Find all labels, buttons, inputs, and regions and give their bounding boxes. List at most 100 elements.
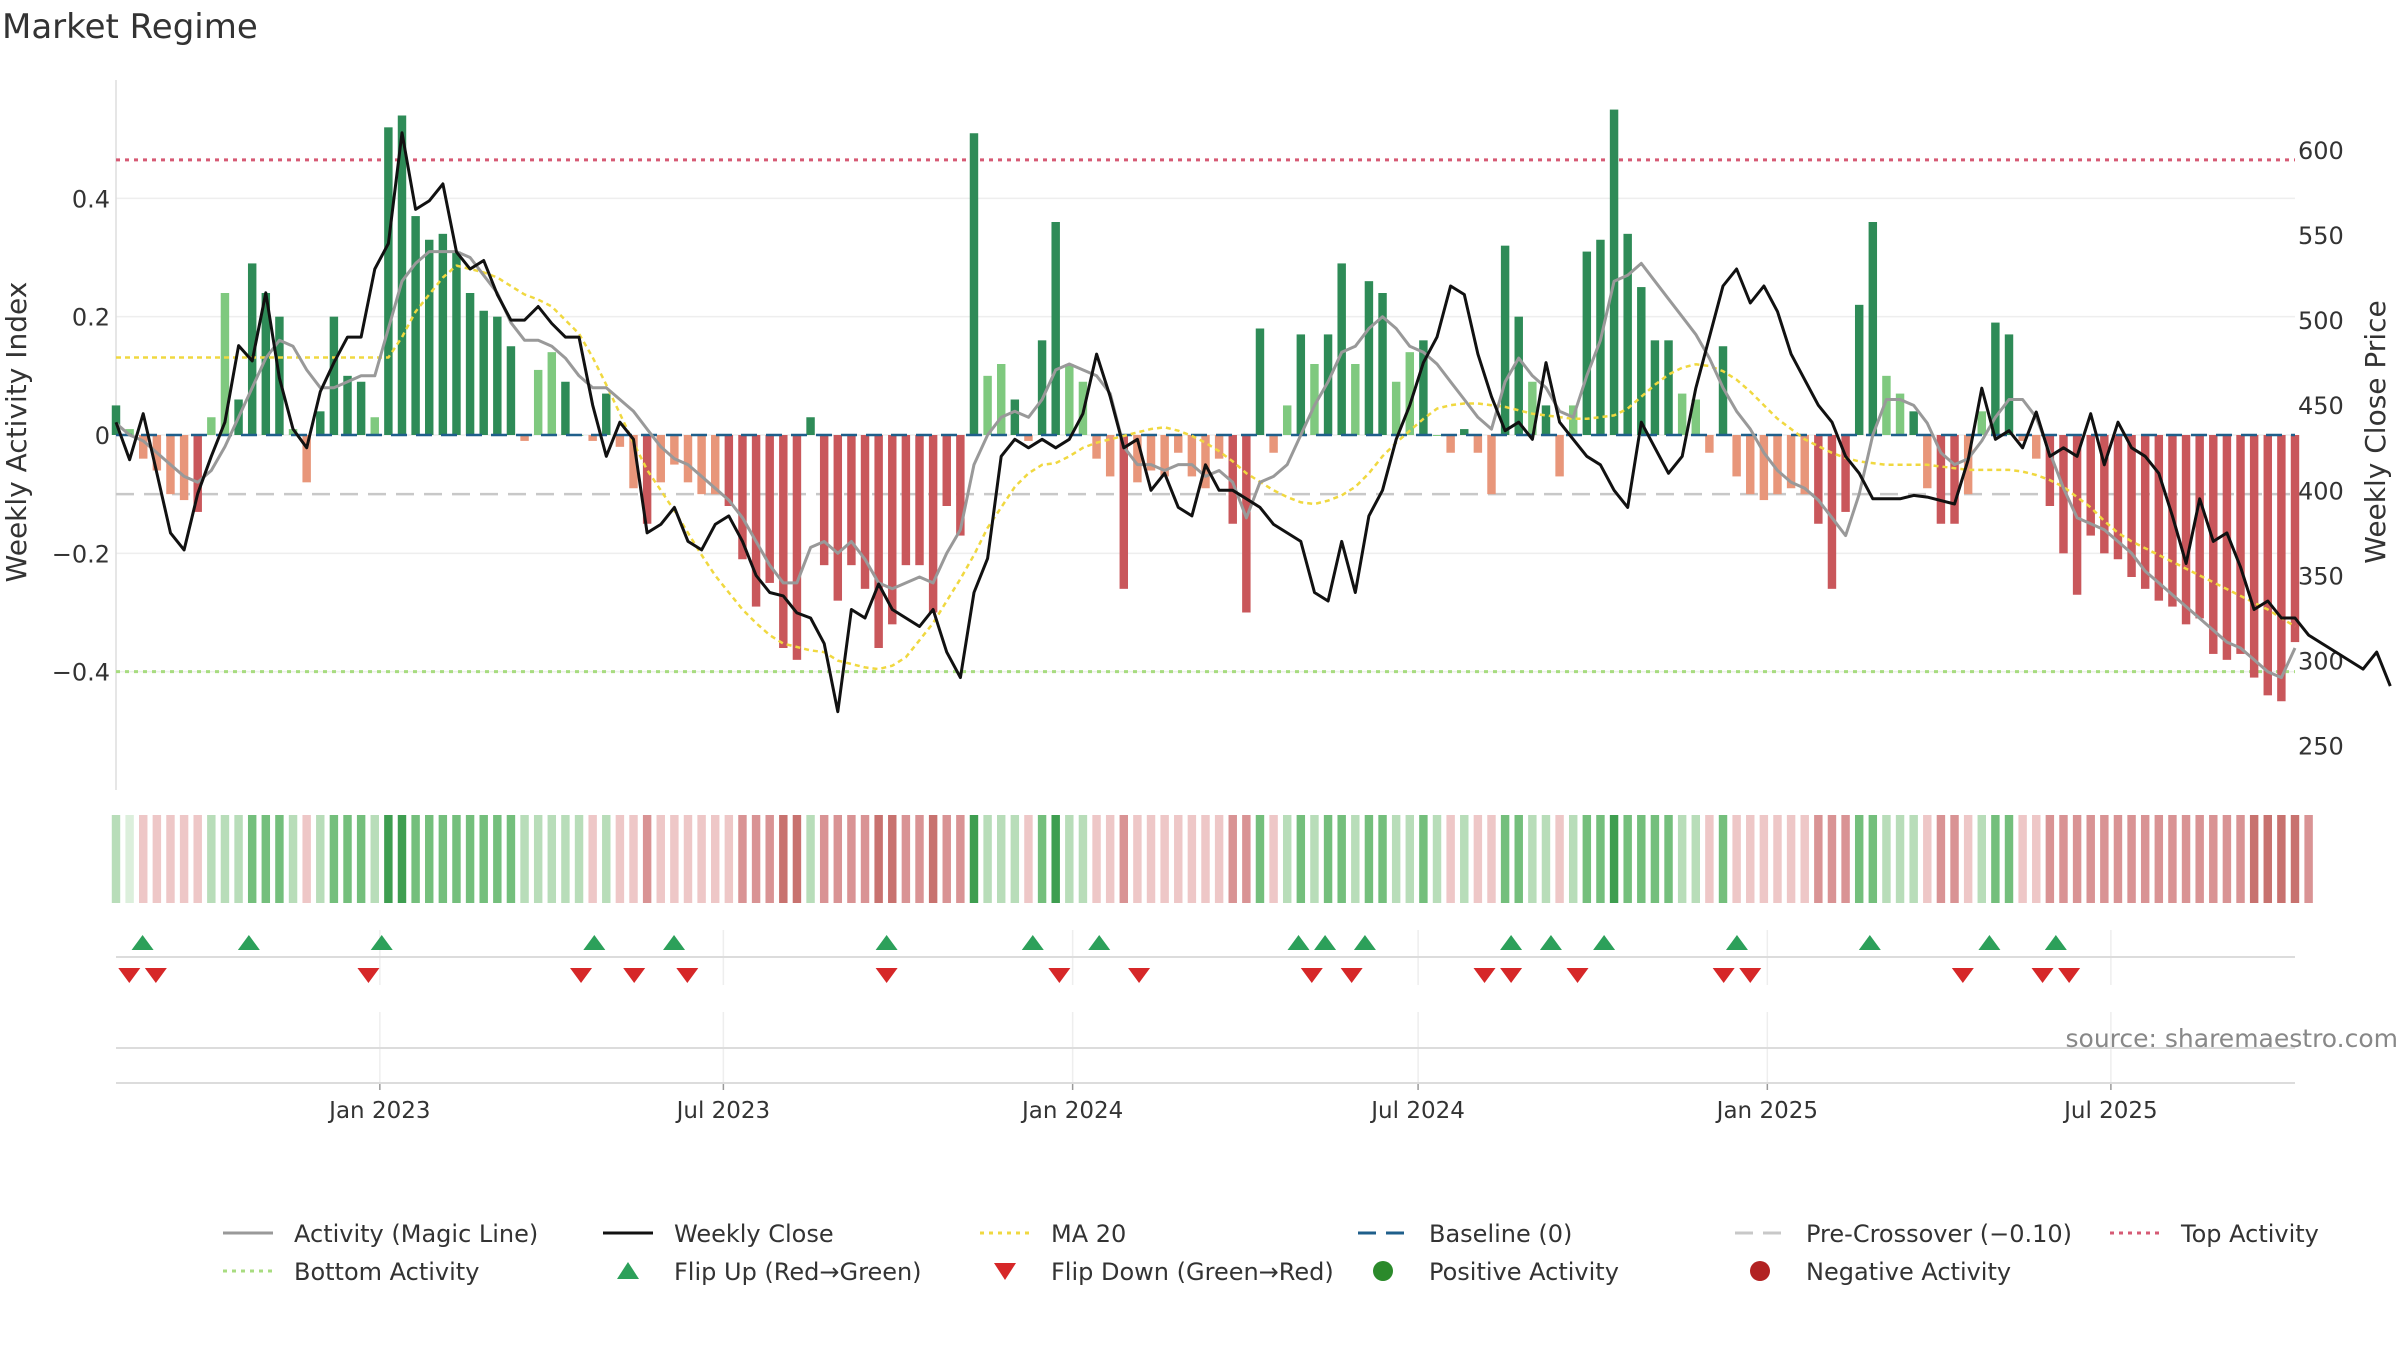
tape-cell — [111, 815, 121, 903]
tape-cell — [1868, 815, 1878, 903]
activity-bar — [561, 381, 570, 435]
tape-cell — [1677, 815, 1687, 903]
activity-bar — [779, 435, 788, 648]
tape-cell — [574, 815, 584, 903]
flip-down-marker — [1739, 968, 1762, 983]
tape-cell — [2086, 815, 2095, 903]
activity-bar — [2236, 435, 2245, 654]
y-left-tick-label: 0.4 — [72, 185, 110, 213]
legend-label: Bottom Activity — [294, 1258, 479, 1286]
tape-cell — [983, 815, 992, 903]
flip-up-marker — [663, 935, 686, 950]
tape-cell — [1010, 815, 1020, 903]
tape-cell — [588, 815, 597, 903]
tape-cell — [125, 815, 134, 903]
tape-cell — [1991, 815, 2000, 903]
tape-cell — [234, 815, 243, 903]
activity-bar — [547, 352, 557, 435]
chart-title: Market Regime — [2, 7, 258, 47]
tape-cell — [2195, 815, 2204, 903]
activity-bar — [1841, 435, 1850, 512]
activity-bar — [1950, 435, 1959, 524]
activity-bar — [711, 435, 720, 495]
tape-cell — [629, 815, 638, 903]
activity-bar — [806, 417, 815, 435]
activity-bar — [1909, 411, 1918, 435]
legend-label: Top Activity — [2180, 1220, 2319, 1248]
activity-bar — [397, 115, 407, 435]
flip-down-marker — [1300, 968, 1323, 983]
y-left-tick-label: 0.2 — [72, 304, 110, 332]
y-left-axis-label: Weekly Activity Index — [0, 282, 33, 583]
tape-cell — [1024, 815, 1033, 903]
tape-cell — [2168, 815, 2177, 903]
activity-bar — [1637, 287, 1646, 435]
activity-bar — [2195, 435, 2204, 619]
activity-bar — [697, 435, 706, 495]
tape-cell — [561, 815, 570, 903]
tape-cell — [2263, 815, 2272, 903]
magic-line — [115, 250, 2297, 680]
y-right-tick-label: 550 — [2298, 222, 2344, 250]
activity-bar — [1391, 381, 1401, 435]
tape-cell — [602, 815, 611, 903]
tape-cell — [533, 815, 543, 903]
flip-up-marker — [237, 935, 260, 950]
tape-cell — [1623, 815, 1632, 903]
flip-up-marker — [1287, 935, 1310, 950]
activity-bar — [588, 435, 597, 441]
tape-cell — [329, 815, 339, 903]
activity-bar — [1010, 399, 1020, 435]
y-right-axis-label: Weekly Close Price — [2359, 300, 2392, 563]
activity-bar — [1378, 293, 1387, 435]
activity-bar — [384, 127, 393, 435]
tape-cell — [1854, 815, 1864, 903]
activity-bar — [1065, 364, 1074, 435]
tape-cell — [1514, 815, 1523, 903]
tape-cell — [2277, 815, 2286, 903]
tape-cell — [969, 815, 979, 903]
flip-up-marker — [131, 935, 154, 950]
activity-bar — [2209, 435, 2218, 654]
activity-bar — [1555, 435, 1564, 477]
activity-bar — [2100, 435, 2109, 554]
activity-bar — [1133, 435, 1142, 483]
flip-down-marker — [357, 968, 380, 983]
tape-cell — [2072, 815, 2082, 903]
activity-bar — [683, 435, 693, 483]
tape-cell — [724, 815, 734, 903]
tape-cell — [343, 815, 352, 903]
activity-bar — [1119, 435, 1129, 589]
tape-cell — [1827, 815, 1837, 903]
legend-label: Activity (Magic Line) — [294, 1220, 538, 1248]
flip-down-marker — [1473, 968, 1496, 983]
activity-bar — [207, 417, 216, 435]
activity-bar — [1282, 405, 1292, 435]
activity-bar — [356, 381, 366, 435]
y-left-tick-label: −0.2 — [52, 540, 110, 568]
activity-bar — [2004, 334, 2014, 435]
tape-cell — [1133, 815, 1142, 903]
activity-bar — [1105, 435, 1115, 477]
legend-label: Pre-Crossover (−0.10) — [1806, 1220, 2072, 1248]
tape-cell — [819, 815, 829, 903]
tape-cell — [139, 815, 148, 903]
activity-bar — [1337, 263, 1346, 435]
activity-bar — [1609, 109, 1619, 435]
tape-cell — [1664, 815, 1673, 903]
tape-cell — [1596, 815, 1605, 903]
activity-bar — [1419, 340, 1428, 435]
tape-cell — [1460, 815, 1469, 903]
tape-cell — [1487, 815, 1496, 903]
activity-bar — [860, 435, 870, 589]
legend-label: Flip Down (Green→Red) — [1051, 1258, 1334, 1286]
activity-bar — [792, 435, 802, 660]
activity-bar — [1773, 435, 1782, 495]
tape-cell — [452, 815, 461, 903]
flip-down-marker — [1951, 968, 1974, 983]
y-right-tick-label: 400 — [2298, 477, 2344, 505]
tape-cell — [1364, 815, 1374, 903]
activity-bar — [1705, 435, 1714, 453]
tape-cell — [506, 815, 516, 903]
